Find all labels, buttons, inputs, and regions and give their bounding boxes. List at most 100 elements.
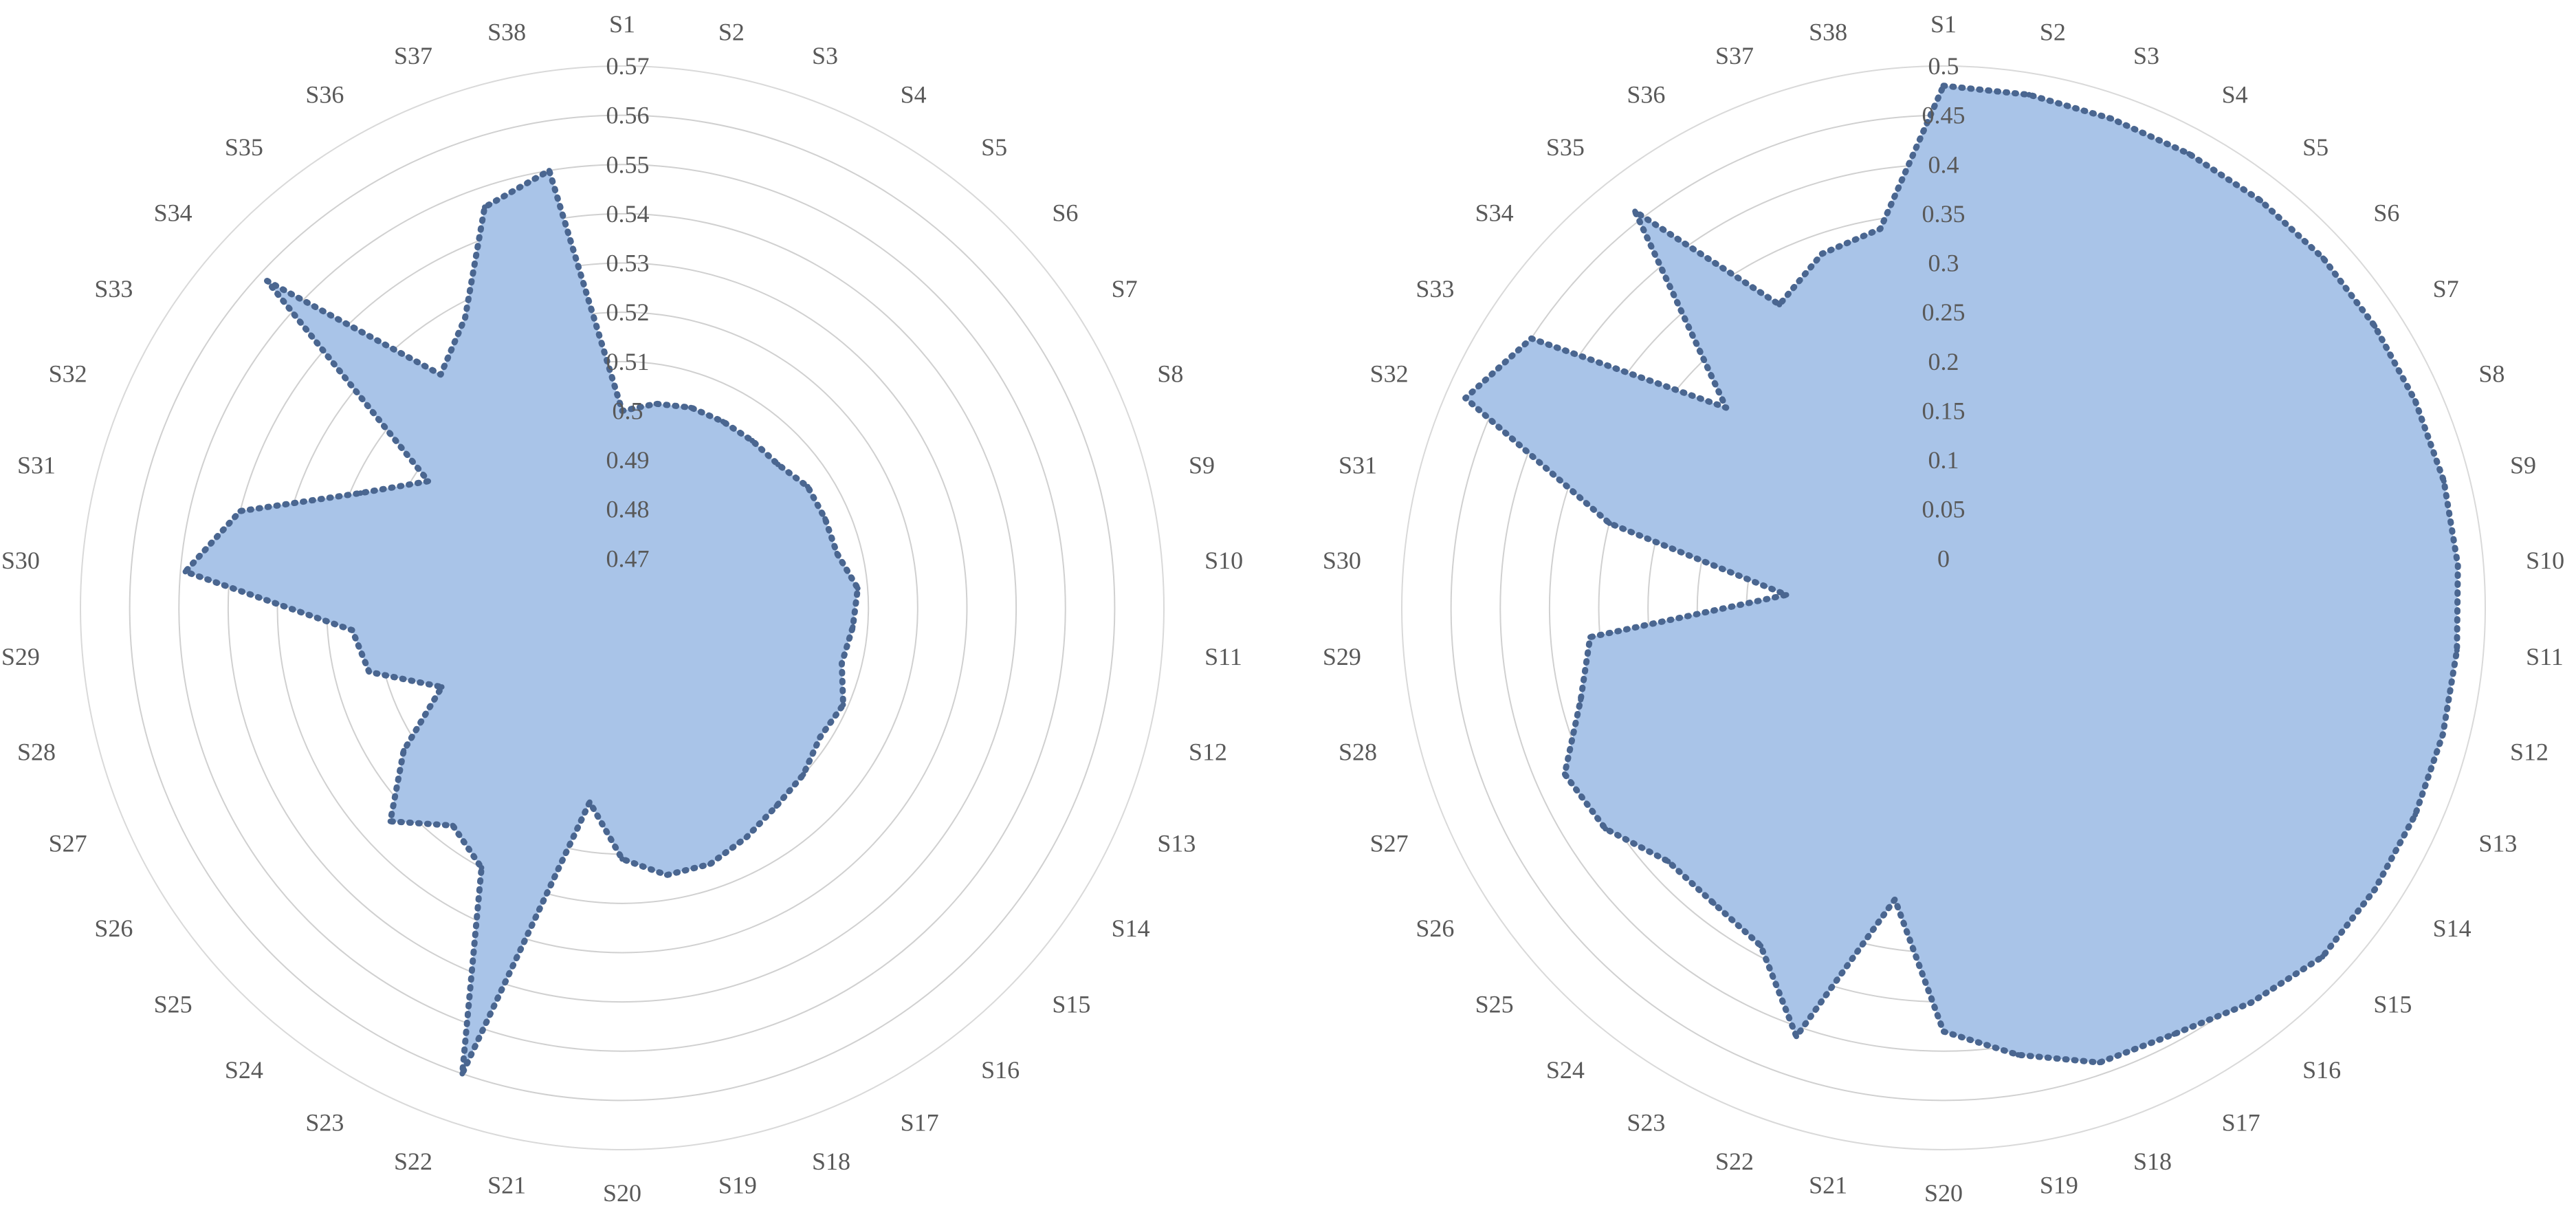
category-label-s10: S10 xyxy=(2526,547,2564,574)
data-point-s38 xyxy=(546,168,552,174)
category-label-s36: S36 xyxy=(305,80,344,108)
data-point-s21 xyxy=(586,799,593,805)
category-label-s16: S16 xyxy=(2302,1056,2341,1084)
category-label-s17: S17 xyxy=(2222,1109,2260,1137)
grid-ring xyxy=(227,212,1017,1003)
data-point-s35 xyxy=(1632,208,1638,215)
tick-label: 0.45 xyxy=(1922,102,1966,129)
data-point-s29 xyxy=(1587,634,1593,640)
series-area xyxy=(182,167,861,1077)
tick-label: 0.52 xyxy=(606,298,650,326)
data-point-s8 xyxy=(822,516,828,522)
data-point-s36 xyxy=(462,314,468,320)
data-point-s6 xyxy=(2320,255,2326,261)
data-point-s30 xyxy=(182,569,188,575)
category-label-s1: S1 xyxy=(1930,10,1957,38)
category-label-s38: S38 xyxy=(487,19,526,46)
category-label-s22: S22 xyxy=(394,1148,432,1175)
outer-grid-ring xyxy=(80,65,1165,1150)
data-point-s30 xyxy=(1783,592,1790,598)
tick-label: 0.05 xyxy=(1922,496,1966,523)
data-point-s10 xyxy=(2455,562,2461,568)
category-label-s31: S31 xyxy=(1339,451,1377,479)
category-label-s9: S9 xyxy=(2510,451,2536,479)
category-label-s18: S18 xyxy=(2133,1148,2172,1175)
category-label-s21: S21 xyxy=(1809,1171,1847,1198)
grid-ring xyxy=(276,262,968,954)
category-label-s8: S8 xyxy=(2478,360,2505,388)
data-point-s14 xyxy=(2372,886,2378,893)
category-label-s15: S15 xyxy=(2373,991,2412,1018)
data-point-s34 xyxy=(1723,404,1729,411)
data-point-s38 xyxy=(1878,226,1883,232)
data-point-s34 xyxy=(264,278,270,284)
data-point-s11 xyxy=(2454,647,2460,653)
category-label-s3: S3 xyxy=(812,42,838,69)
data-point-s22 xyxy=(459,1071,465,1077)
data-point-s5 xyxy=(749,437,756,444)
category-label-s3: S3 xyxy=(2133,42,2159,69)
category-label-s32: S32 xyxy=(49,360,87,388)
data-point-s18 xyxy=(2097,1060,2102,1066)
data-point-s13 xyxy=(840,702,846,708)
tick-label: 0.53 xyxy=(606,250,650,277)
data-point-s22 xyxy=(1794,1033,1799,1040)
category-label-s2: S2 xyxy=(718,19,745,46)
category-label-s11: S11 xyxy=(2526,643,2564,670)
data-point-s26 xyxy=(401,747,407,754)
data-point-s14 xyxy=(817,734,823,741)
category-label-s28: S28 xyxy=(1339,738,1377,766)
category-label-s20: S20 xyxy=(1924,1179,1963,1207)
category-label-s6: S6 xyxy=(1052,199,1078,226)
data-point-s9 xyxy=(834,550,840,556)
data-point-s37 xyxy=(482,204,487,210)
category-label-s30: S30 xyxy=(1,547,40,574)
radar-chart-left: 0.47 0.48 0.49 0.5 0.51 0.52 0.53 0.54 0.55 0.56 0… xyxy=(1,10,1243,1207)
tick-label: 0.4 xyxy=(1928,151,1959,178)
data-point-s12 xyxy=(839,660,845,666)
category-label-s8: S8 xyxy=(1157,360,1183,388)
category-label-s19: S19 xyxy=(2040,1171,2078,1198)
tick-label: 0.15 xyxy=(1922,397,1966,424)
category-label-s10: S10 xyxy=(1204,547,1243,574)
category-label-s14: S14 xyxy=(1112,915,1150,942)
category-label-s33: S33 xyxy=(1416,275,1454,303)
tick-label: 0.51 xyxy=(606,348,650,375)
tick-label: 0.2 xyxy=(1928,348,1959,375)
data-point-s1 xyxy=(619,408,625,414)
data-point-s8 xyxy=(2412,398,2419,404)
category-label-s25: S25 xyxy=(154,991,192,1018)
data-point-s23 xyxy=(478,865,485,871)
data-point-s19 xyxy=(663,872,670,878)
data-point-s20 xyxy=(619,856,625,862)
data-point-s3 xyxy=(2109,116,2115,122)
data-point-s28 xyxy=(366,669,372,675)
data-point-s31 xyxy=(237,508,243,514)
series-area xyxy=(1462,83,2461,1066)
data-point-s36 xyxy=(1776,302,1783,307)
category-label-s34: S34 xyxy=(154,199,192,226)
data-point-s9 xyxy=(2441,478,2447,484)
data-point-s2 xyxy=(653,401,659,407)
category-label-s23: S23 xyxy=(305,1109,344,1137)
category-label-s25: S25 xyxy=(1475,991,1514,1018)
category-label-s36: S36 xyxy=(1627,80,1665,108)
tick-label: 0.54 xyxy=(606,200,650,228)
category-label-s9: S9 xyxy=(1189,451,1215,479)
category-label-s7: S7 xyxy=(1112,275,1138,303)
data-point-s13 xyxy=(2412,812,2419,818)
category-label-s24: S24 xyxy=(1546,1056,1585,1084)
tick-label: 0.56 xyxy=(606,102,650,129)
outer-grid-ring xyxy=(1401,65,2486,1150)
category-label-s27: S27 xyxy=(1370,829,1409,857)
category-label-s14: S14 xyxy=(2433,915,2472,942)
data-point-s7 xyxy=(2372,323,2378,329)
data-point-s2 xyxy=(2026,91,2032,98)
category-label-s37: S37 xyxy=(394,42,432,69)
data-point-s27 xyxy=(439,684,445,690)
data-point-s26 xyxy=(1603,826,1609,832)
data-point-s15 xyxy=(800,771,806,778)
category-label-s5: S5 xyxy=(981,133,1007,161)
data-point-s4 xyxy=(720,419,726,425)
category-label-s35: S35 xyxy=(1546,133,1585,161)
